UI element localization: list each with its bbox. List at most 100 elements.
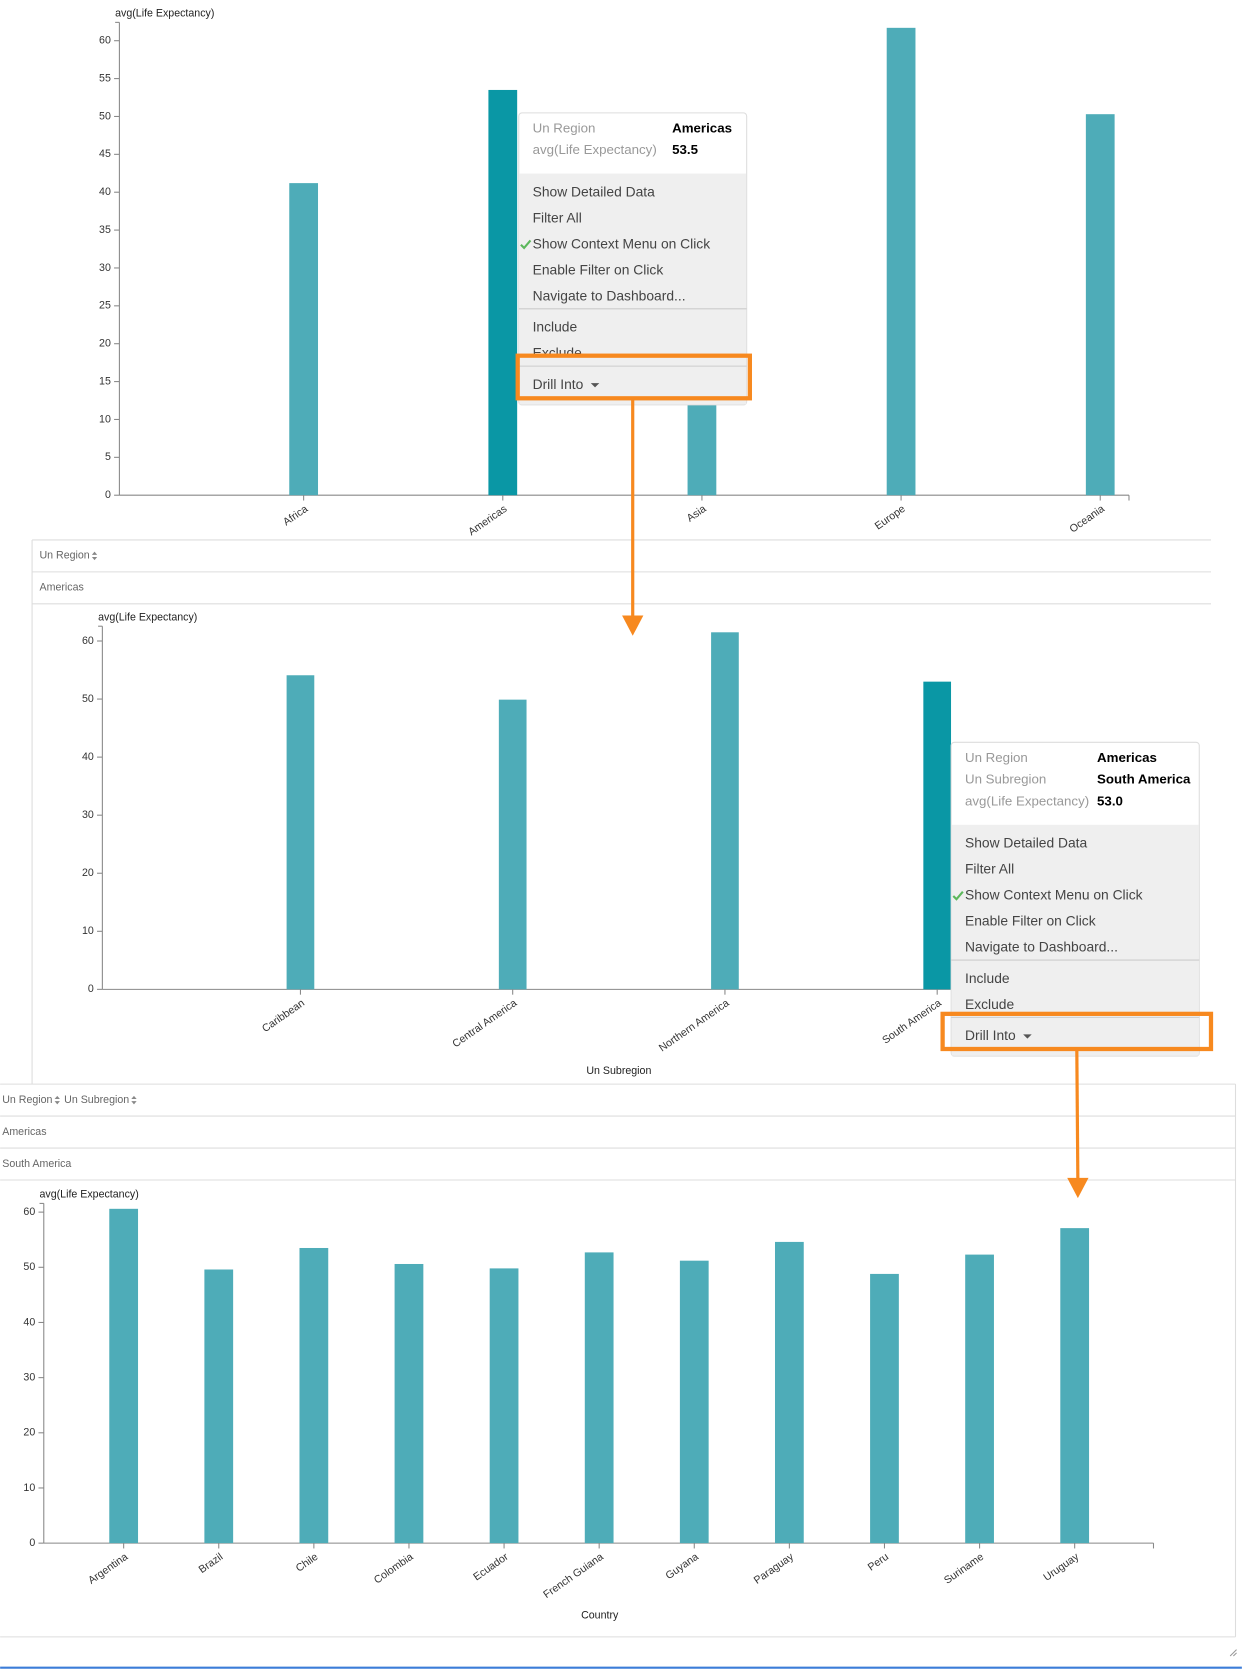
x-tick-label: French Guiana: [541, 1551, 606, 1601]
detail-value: Americas: [1097, 750, 1157, 765]
y-tick-label: 50: [82, 693, 94, 705]
check-icon: [952, 891, 964, 901]
x-tick-label: Asia: [685, 503, 709, 525]
x-tick-label: Oceania: [1067, 503, 1106, 536]
menu-item[interactable]: Include: [965, 970, 1010, 986]
x-axis-title: Un Subregion: [586, 1065, 651, 1077]
bar[interactable]: [886, 27, 916, 496]
x-axis-title: Country: [581, 1609, 619, 1621]
x-tick-label: Colombia: [372, 1551, 416, 1587]
menu-item[interactable]: Include: [533, 319, 578, 335]
y-tick-label: 20: [23, 1427, 35, 1439]
x-tick-label: Brazil: [197, 1551, 226, 1576]
bar[interactable]: [870, 1273, 899, 1544]
filter-header[interactable]: Un Subregion: [64, 1094, 129, 1106]
bar[interactable]: [923, 681, 952, 990]
bar[interactable]: [109, 1208, 139, 1544]
detail-label: avg(Life Expectancy): [533, 142, 657, 157]
detail-value: Americas: [672, 120, 732, 135]
bar[interactable]: [204, 1269, 234, 1544]
y-axis-title: avg(Life Expectancy): [40, 1189, 139, 1201]
menu-item[interactable]: Drill Into: [533, 376, 584, 392]
detail-label: Un Subregion: [965, 772, 1046, 787]
bar[interactable]: [498, 699, 527, 990]
dropdown-caret: [1023, 1034, 1032, 1039]
bar[interactable]: [584, 1252, 614, 1544]
x-tick-label: Central America: [450, 997, 519, 1050]
menu-item[interactable]: Filter All: [533, 209, 582, 225]
detail-label: avg(Life Expectancy): [965, 793, 1089, 808]
detail-label: Un Region: [965, 750, 1028, 765]
y-tick-label: 10: [82, 925, 94, 937]
filter-header[interactable]: Un Region: [40, 550, 90, 562]
bar[interactable]: [679, 1260, 709, 1544]
y-tick-label: 20: [82, 867, 94, 879]
sort-icon[interactable]: [54, 1095, 60, 1105]
menu-item[interactable]: Filter All: [965, 861, 1014, 877]
y-tick-label: 15: [99, 375, 111, 387]
bar[interactable]: [488, 89, 518, 496]
sort-icon[interactable]: [91, 551, 98, 561]
bar[interactable]: [286, 675, 315, 990]
x-tick-label: Peru: [866, 1551, 891, 1574]
y-tick-label: 40: [23, 1316, 35, 1328]
y-tick-label: 60: [99, 35, 111, 47]
x-tick-label: Uruguay: [1041, 1550, 1081, 1583]
y-tick-label: 5: [105, 451, 111, 463]
bar[interactable]: [489, 1268, 519, 1544]
x-tick-label: Northern America: [657, 997, 732, 1054]
y-tick-label: 25: [99, 300, 111, 312]
y-tick-label: 40: [82, 751, 94, 763]
detail-value: 53.0: [1097, 793, 1123, 808]
menu-item[interactable]: Navigate to Dashboard...: [965, 939, 1118, 955]
menu-item[interactable]: Exclude: [533, 345, 583, 361]
y-tick-label: 50: [99, 110, 111, 122]
dropdown-caret: [590, 383, 600, 388]
y-tick-label: 30: [82, 809, 94, 821]
drill-arrow: [1067, 1048, 1089, 1199]
x-tick-label: Africa: [281, 503, 310, 528]
menu-item[interactable]: Show Context Menu on Click: [533, 235, 711, 251]
bar[interactable]: [1060, 1228, 1090, 1544]
y-tick-label: 45: [99, 148, 111, 160]
filter-value: South America: [2, 1158, 71, 1170]
menu-item[interactable]: Enable Filter on Click: [965, 913, 1096, 929]
y-tick-label: 0: [105, 489, 111, 501]
filter-value: Americas: [40, 582, 84, 594]
bar[interactable]: [1085, 114, 1115, 496]
bar[interactable]: [965, 1254, 994, 1544]
y-tick-label: 35: [99, 224, 111, 236]
y-tick-label: 10: [99, 413, 111, 425]
y-tick-label: 40: [99, 186, 111, 198]
x-tick-label: Caribbean: [260, 997, 307, 1035]
resize-grip[interactable]: [1229, 1649, 1237, 1657]
detail-value: South America: [1097, 772, 1191, 787]
x-tick-label: Paraguay: [752, 1550, 797, 1586]
bar[interactable]: [299, 1247, 329, 1544]
x-tick-label: Americas: [466, 503, 509, 538]
context-menu: Un Region Americas Un Subregion South Ameri…: [940, 741, 1214, 1057]
menu-item[interactable]: Exclude: [965, 996, 1015, 1012]
y-tick-label: 60: [82, 635, 94, 647]
sort-icon[interactable]: [131, 1095, 137, 1105]
x-tick-label: South America: [880, 997, 944, 1047]
bar[interactable]: [394, 1263, 424, 1544]
bar[interactable]: [711, 632, 739, 990]
x-tick-label: Europe: [873, 503, 908, 533]
detail-value: 53.5: [672, 142, 698, 157]
y-tick-label: 30: [99, 262, 111, 274]
bar[interactable]: [289, 183, 319, 496]
content: Un Region Americas Un Region Un Subregion Am…: [0, 8, 1236, 1621]
menu-item[interactable]: Show Detailed Data: [533, 183, 656, 199]
y-tick-label: 50: [23, 1261, 35, 1273]
y-tick-label: 30: [23, 1371, 35, 1383]
x-tick-label: Ecuador: [471, 1551, 511, 1584]
drill-arrow: [622, 399, 644, 636]
menu-item[interactable]: Drill Into: [965, 1027, 1016, 1043]
menu-item[interactable]: Navigate to Dashboard...: [533, 287, 686, 303]
filter-header[interactable]: Un Region: [2, 1094, 52, 1106]
menu-item[interactable]: Enable Filter on Click: [533, 261, 664, 277]
menu-item[interactable]: Show Context Menu on Click: [965, 887, 1143, 903]
bar[interactable]: [774, 1241, 804, 1544]
menu-item[interactable]: Show Detailed Data: [965, 835, 1088, 851]
